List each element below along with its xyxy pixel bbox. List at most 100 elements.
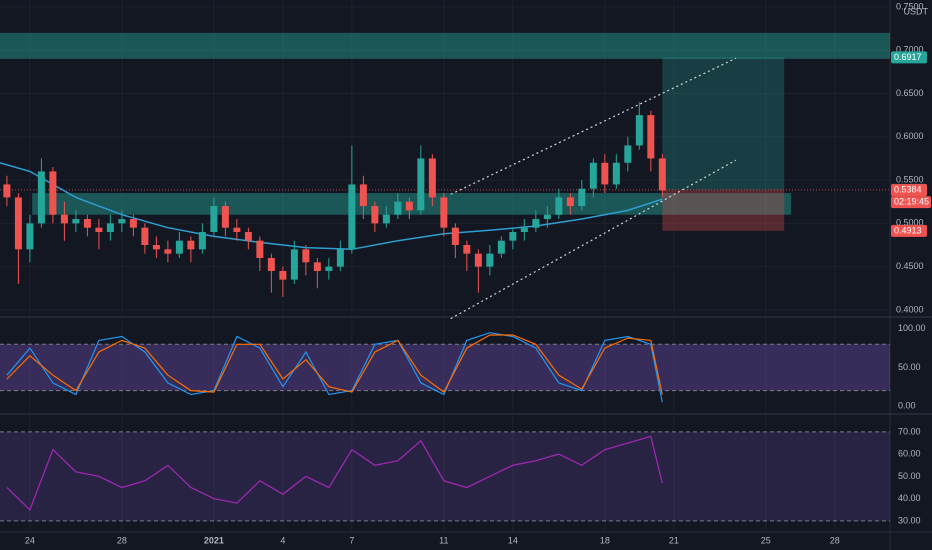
candle-body bbox=[210, 206, 218, 233]
x-tick-label: 28 bbox=[117, 535, 127, 545]
candle-body bbox=[302, 249, 310, 263]
y-tick-label: 0.5500 bbox=[896, 174, 924, 184]
candle-body bbox=[509, 232, 517, 241]
y-tick-label: 0.4500 bbox=[896, 261, 924, 271]
moving-average bbox=[0, 162, 663, 251]
candle-body bbox=[520, 227, 528, 233]
x-tick-label: 25 bbox=[761, 535, 771, 545]
y-tick-label: 0.5000 bbox=[896, 218, 924, 228]
candle-body bbox=[313, 262, 321, 271]
y-tick-label: 0.6500 bbox=[896, 88, 924, 98]
x-tick-label: 24 bbox=[25, 535, 35, 545]
rsi-line bbox=[6, 435, 663, 511]
x-tick-label: 7 bbox=[349, 535, 354, 545]
price-badge-label: 0.4913 bbox=[894, 225, 922, 235]
candle-body bbox=[118, 219, 126, 224]
candle-body bbox=[658, 158, 666, 191]
candle-body bbox=[279, 270, 287, 280]
candle-body bbox=[244, 232, 252, 241]
candle-body bbox=[601, 162, 609, 185]
candle-body bbox=[624, 145, 632, 163]
rsi-tick-label: 50.00 bbox=[898, 471, 921, 481]
rsi-tick-label: 60.00 bbox=[898, 449, 921, 459]
candle-body bbox=[26, 223, 34, 250]
candle-body bbox=[256, 240, 264, 258]
rsi-tick-label: 40.00 bbox=[898, 493, 921, 503]
candle-body bbox=[394, 201, 402, 215]
candle-body bbox=[37, 171, 45, 224]
x-tick-label: 21 bbox=[669, 535, 679, 545]
price-badge bbox=[891, 184, 927, 197]
candle-body bbox=[451, 227, 459, 246]
candle-body bbox=[325, 266, 333, 271]
candle-body bbox=[440, 197, 448, 228]
y-tick-label: 0.7000 bbox=[896, 45, 924, 55]
candle-body bbox=[221, 206, 229, 228]
candle-body bbox=[267, 257, 275, 271]
y-tick-label: 0.4000 bbox=[896, 304, 924, 314]
candle-body bbox=[106, 223, 114, 233]
candle-body bbox=[647, 115, 655, 159]
candle-body bbox=[175, 240, 183, 254]
candle-body bbox=[635, 115, 643, 146]
candle-body bbox=[566, 197, 574, 207]
x-tick-label: 28 bbox=[830, 535, 840, 545]
zone bbox=[0, 32, 890, 59]
candle-body bbox=[60, 214, 68, 224]
countdown-label: 02:19:45 bbox=[894, 196, 929, 206]
trendline bbox=[450, 159, 737, 320]
candle-body bbox=[129, 219, 137, 228]
candle-body bbox=[187, 240, 195, 250]
candle-body bbox=[49, 171, 57, 215]
candle-body bbox=[3, 184, 11, 198]
candle-body bbox=[555, 197, 563, 215]
rsi-tick-label: 30.00 bbox=[898, 515, 921, 525]
candle-body bbox=[141, 227, 149, 246]
price-badge-label: 0.6917 bbox=[894, 52, 922, 62]
price-badge bbox=[891, 51, 927, 64]
stoch-line bbox=[6, 332, 663, 403]
candle-body bbox=[198, 232, 206, 250]
candle-body bbox=[463, 245, 471, 254]
candle-body bbox=[233, 227, 241, 233]
candle-body bbox=[359, 184, 367, 207]
stoch-tick-label: 0.00 bbox=[898, 400, 916, 410]
x-tick-label: 18 bbox=[600, 535, 610, 545]
take-profit-area bbox=[662, 57, 785, 190]
candle-body bbox=[348, 184, 356, 250]
countdown-badge bbox=[891, 196, 931, 209]
x-tick-label: 11 bbox=[439, 535, 448, 545]
x-tick-label: 14 bbox=[508, 535, 518, 545]
currency-label: USDT bbox=[904, 6, 929, 16]
candle-body bbox=[612, 162, 620, 185]
candle-body bbox=[532, 219, 540, 228]
candle-body bbox=[474, 253, 482, 267]
candle-body bbox=[578, 188, 586, 207]
y-tick-label: 0.6000 bbox=[896, 131, 924, 141]
candle-body bbox=[336, 249, 344, 267]
x-tick-label: 2021 bbox=[204, 535, 224, 545]
candle-body bbox=[497, 240, 505, 254]
price-badge bbox=[891, 224, 927, 237]
candle-body bbox=[95, 227, 103, 233]
candle-body bbox=[428, 158, 436, 198]
candle-body bbox=[382, 214, 390, 224]
candle-body bbox=[14, 197, 22, 250]
candle-body bbox=[72, 219, 80, 224]
candle-body bbox=[83, 219, 91, 228]
x-tick-label: 4 bbox=[280, 535, 285, 545]
candle-body bbox=[589, 162, 597, 189]
candle-body bbox=[152, 245, 160, 250]
rsi-tick-label: 70.00 bbox=[898, 426, 921, 436]
stoch-band bbox=[0, 344, 890, 391]
y-tick-label: 0.7500 bbox=[896, 1, 924, 11]
stoch-line bbox=[6, 334, 663, 395]
stoch-tick-label: 50.00 bbox=[898, 362, 921, 372]
candle-body bbox=[164, 249, 172, 254]
stoch-tick-label: 100.00 bbox=[898, 323, 926, 333]
price-badge-label: 0.5384 bbox=[894, 184, 922, 194]
candle-body bbox=[417, 158, 425, 211]
candle-body bbox=[290, 249, 298, 280]
